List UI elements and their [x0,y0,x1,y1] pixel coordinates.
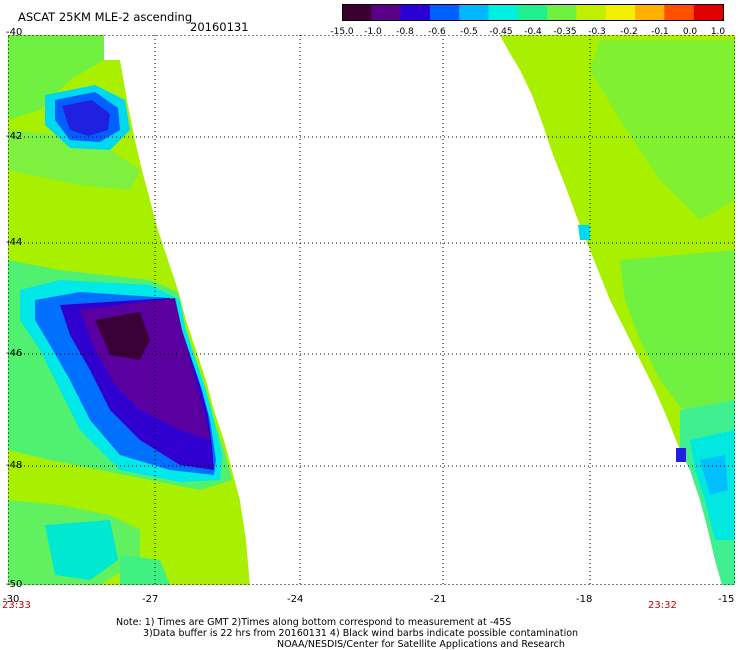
colorbar-swatch [576,4,607,21]
colorbar-swatch [693,4,724,21]
colorbar-tick: -0.4 [524,27,542,37]
colorbar-swatch [342,4,372,21]
lat-label: -50 [6,579,23,590]
colorbar-tick: -0.5 [460,27,478,37]
lon-label: -15 [718,594,735,605]
lon-label: -24 [287,594,304,605]
product-date: 20160131 [190,20,249,34]
colorbar-tick: -0.2 [620,27,638,37]
map-frame [8,35,735,585]
colorbar-tick: -15.0 [330,27,354,37]
colorbar-swatch [400,4,431,21]
lon-label: -21 [430,594,447,605]
colorbar-swatch [664,4,695,21]
footer-note-line1: Note: 1) Times are GMT 2)Times along bot… [116,617,512,628]
colorbar-swatch [429,4,460,21]
lat-label: -46 [6,348,23,359]
colorbar-swatch [605,4,636,21]
colorbar-tick: -0.45 [489,27,513,37]
lat-label: -48 [6,460,23,471]
colorbar-tick: 0.0 [682,27,698,37]
scatterometer-map [8,35,735,585]
colorbar [342,4,724,21]
colorbar-swatch [547,4,578,21]
colorbar-tick: -0.3 [588,27,606,37]
colorbar-tick: -0.6 [428,27,446,37]
lon-label: -18 [576,594,593,605]
pass-time-right: 23:32 [648,600,677,611]
colorbar-tick: -0.1 [651,27,669,37]
lon-label: -27 [142,594,159,605]
colorbar-swatch [371,4,402,21]
lat-label: -42 [6,131,23,142]
lat-label: -40 [6,27,23,38]
right-swath [500,35,735,585]
footer-credit: NOAA/NESDIS/Center for Satellite Applica… [277,639,565,650]
footer-note-line2: 3)Data buffer is 22 hrs from 20160131 4)… [143,628,579,639]
colorbar-swatch [635,4,665,21]
product-title: ASCAT 25KM MLE-2 ascending [18,10,193,24]
colorbar-tick: -0.8 [396,27,414,37]
pass-time-left: 23:33 [2,600,31,611]
lon-label: -30 [3,594,20,605]
colorbar-swatch [488,4,519,21]
colorbar-swatch [517,4,548,21]
colorbar-tick: 1.0 [710,27,726,37]
colorbar-tick: -1.0 [364,27,382,37]
colorbar-tick: -0.35 [553,27,577,37]
lat-label: -44 [6,237,23,248]
colorbar-swatch [459,4,490,21]
